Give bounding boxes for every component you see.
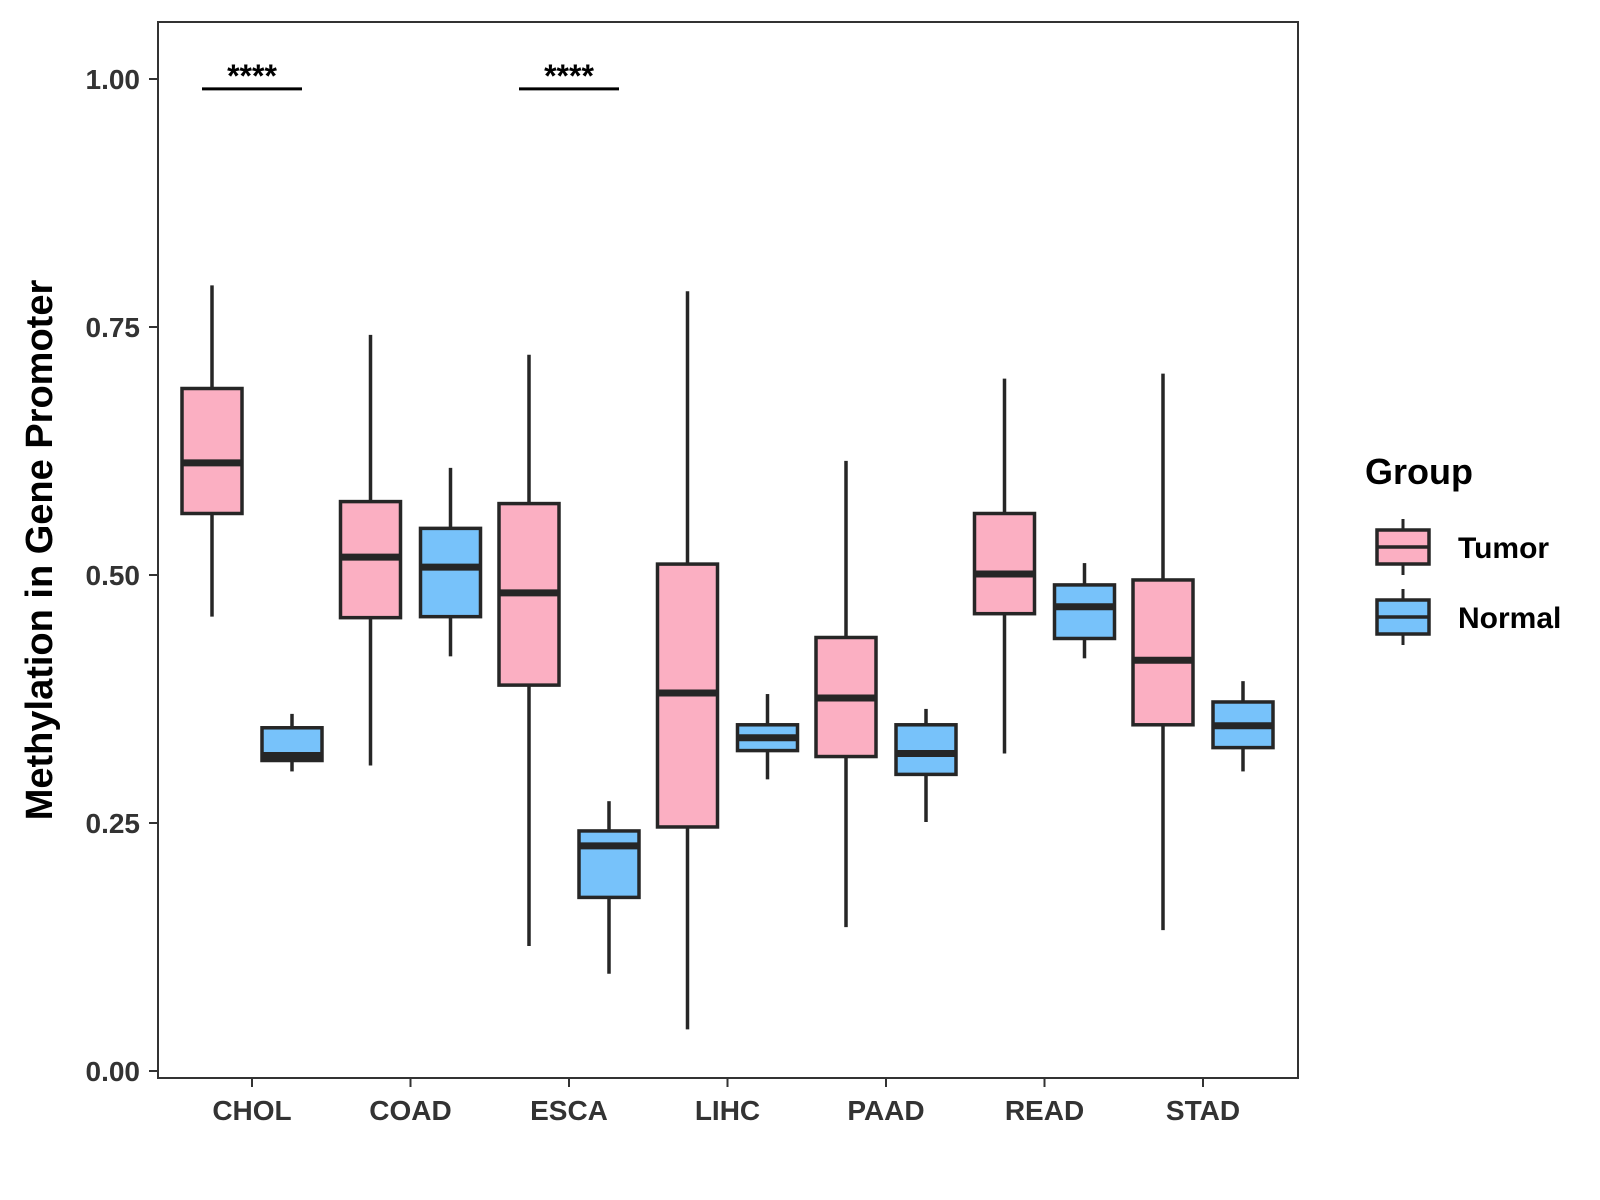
y-tick-label: 0.25: [86, 808, 141, 839]
legend-item-normal: Normal: [1375, 589, 1561, 645]
box-tumor-read: [972, 378, 1037, 754]
box-tumor-lihc: [655, 291, 720, 1030]
box-tumor-paad: [814, 460, 878, 928]
box-body: [577, 829, 641, 900]
y-axis-title: Methylation in Gene Promoter: [19, 280, 61, 821]
box-normal-chol: [260, 713, 324, 772]
box-body: [972, 511, 1037, 616]
legend-label: Normal: [1458, 602, 1561, 635]
box-normal-coad: [418, 467, 483, 657]
box-normal-stad: [1211, 681, 1275, 772]
box-normal-lihc: [735, 694, 800, 780]
legend-label: Tumor: [1458, 532, 1549, 565]
x-tick-label: LIHC: [695, 1095, 760, 1126]
box-normal-read: [1052, 563, 1117, 659]
box-body: [1052, 583, 1117, 641]
x-tick-label: PAAD: [847, 1095, 924, 1126]
box-body: [180, 386, 244, 516]
significance-label: ****: [544, 58, 594, 94]
box-tumor-chol: [180, 285, 244, 617]
x-tick-label: READ: [1005, 1095, 1084, 1126]
box-body: [894, 723, 958, 777]
box-normal-esca: [577, 801, 641, 974]
box-tumor-esca: [497, 354, 561, 947]
box-tumor-coad: [338, 334, 403, 766]
x-tick-label: COAD: [369, 1095, 451, 1126]
legend: Group Tumor Normal: [1365, 451, 1561, 645]
plot-panel: [157, 21, 1299, 1079]
box-body: [418, 526, 483, 619]
x-axis: CHOL COAD ESCA LIHC PAAD READ STAD: [212, 1078, 1240, 1126]
box-series: [180, 285, 1275, 1030]
box-normal-paad: [894, 708, 958, 823]
y-tick-label: 0.50: [86, 560, 141, 591]
y-tick-label: 0.75: [86, 312, 141, 343]
x-tick-label: STAD: [1166, 1095, 1240, 1126]
significance-label: ****: [227, 58, 277, 94]
legend-item-tumor: Tumor: [1375, 519, 1549, 575]
x-tick-label: CHOL: [212, 1095, 291, 1126]
legend-title: Group: [1365, 451, 1473, 492]
x-tick-label: ESCA: [530, 1095, 608, 1126]
box-tumor-stad: [1131, 373, 1195, 931]
y-tick-label: 1.00: [86, 64, 141, 95]
significance-annotations: **** ****: [202, 58, 619, 94]
y-axis: 0.00 0.25 0.50 0.75 1.00: [86, 64, 158, 1087]
y-tick-label: 0.00: [86, 1056, 141, 1087]
box-body: [1131, 578, 1195, 727]
